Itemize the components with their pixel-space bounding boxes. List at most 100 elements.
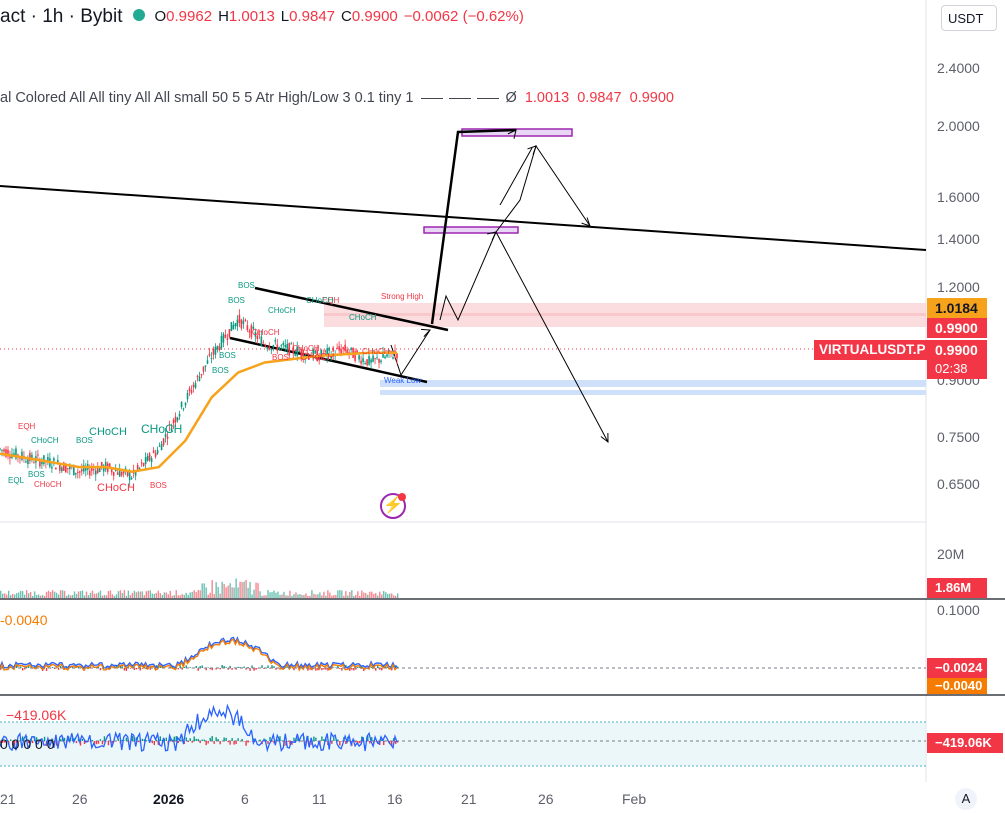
candle-body (90, 467, 93, 471)
volume-bar (117, 591, 120, 598)
arrowhead (600, 432, 609, 444)
candle-body (224, 334, 227, 338)
volume-bar (179, 595, 181, 598)
candle-body (296, 346, 299, 356)
volume-bar (0, 590, 2, 598)
projection-paths (390, 128, 609, 443)
volume-bar (135, 592, 138, 598)
volume-bar (239, 581, 241, 598)
osc-histogram-bar (139, 668, 142, 671)
candle-body (342, 347, 344, 350)
arrowhead (527, 145, 537, 155)
time-tick: 26 (538, 791, 554, 807)
flow-histogram-bar (27, 741, 30, 744)
volume-bar (273, 590, 275, 598)
indicator-legend[interactable]: al Colored All All tiny All All small 50… (0, 90, 674, 106)
osc-histogram-bar (249, 668, 251, 671)
flow-histogram-bar (391, 741, 393, 746)
candle-body (120, 472, 123, 476)
volume-bar (191, 591, 193, 598)
candle-body (328, 347, 330, 351)
osc-histogram-bar (59, 665, 62, 668)
flow-histogram-bar (253, 738, 255, 741)
candle-body (250, 325, 253, 338)
candle-body (356, 350, 358, 353)
auto-scale-button[interactable]: A (955, 788, 977, 810)
volume-bar (119, 590, 122, 598)
volume-bar (247, 587, 249, 598)
candle-body (380, 360, 382, 363)
volume-bar (385, 592, 387, 598)
choch-label: CHoCH (141, 422, 183, 436)
currency-button[interactable]: USDT (941, 5, 997, 31)
flow-histogram-bar (173, 736, 175, 741)
volume-bar (317, 594, 319, 598)
candle-body (164, 434, 167, 438)
price-change: −0.0062 (−0.62%) (403, 8, 524, 26)
volume-bar (145, 591, 148, 598)
candle-body (368, 355, 370, 365)
volume-bar (33, 591, 36, 598)
flow-histogram-bar (369, 741, 371, 744)
volume-bar (69, 595, 72, 598)
candle-body (362, 358, 364, 363)
volume-bar (83, 595, 86, 598)
lightning-icon[interactable]: ⚡ (380, 493, 406, 519)
volume-bar (229, 583, 231, 598)
flow-histogram-bar (1, 741, 4, 743)
volume-bar (185, 592, 187, 598)
candle-body (222, 333, 225, 343)
candle-body (37, 454, 39, 456)
candle-body (144, 457, 147, 465)
flow-histogram-bar (137, 741, 140, 743)
volume-bar (57, 594, 60, 598)
candle-body (272, 345, 275, 348)
osc-histogram-bar (251, 665, 253, 668)
volume-bar (183, 594, 185, 598)
symbol-title[interactable]: act · 1h · Bybit (0, 6, 123, 27)
candle-body (280, 345, 283, 347)
volume-bar (81, 590, 84, 598)
weak-low-zone (380, 380, 926, 387)
volume-bar (11, 593, 14, 598)
volume-bar (209, 592, 211, 598)
target-box-2 (423, 226, 519, 234)
osc-histogram-bar (181, 668, 183, 670)
flow-histogram-bar (381, 739, 383, 741)
choch-label: CHoCH (89, 426, 127, 438)
candle-body (29, 452, 31, 461)
volume-bar (277, 591, 279, 598)
eqh-label: EQH (322, 296, 340, 305)
volume-bar (181, 594, 183, 598)
flow-histogram-bar (97, 741, 100, 744)
osc-histogram-bar (261, 665, 263, 668)
osc-histogram-bar (231, 668, 233, 670)
osc-line (0, 636, 398, 670)
bos-label: BOS (219, 351, 236, 360)
volume-bar (17, 592, 20, 598)
bos-label: BOS (212, 366, 229, 375)
osc-axis: 0.1000 (937, 602, 980, 618)
osc-histogram-bar (225, 667, 227, 668)
flow-histogram-bar (321, 736, 323, 741)
volume-bar (165, 592, 167, 598)
candle-body (124, 468, 127, 470)
volume-bar (15, 593, 18, 598)
volume-bar (253, 589, 255, 598)
current-price-tag: 0.9900 (927, 340, 987, 360)
volume-bar (173, 595, 175, 598)
time-tick: 21 (0, 791, 16, 807)
bos-label: BOS (150, 481, 167, 490)
flow-histogram-bar (233, 741, 235, 745)
volume-bar (193, 590, 195, 598)
flow-histogram-bar (339, 741, 341, 746)
candle-body (130, 478, 133, 480)
osc-histogram-bar (227, 668, 229, 670)
candle-body (338, 346, 340, 351)
flow-histogram-bar (215, 737, 217, 741)
volume-bar (127, 590, 130, 598)
candle-body (248, 330, 251, 333)
candle-body (246, 325, 249, 331)
volume-bar (171, 595, 173, 598)
